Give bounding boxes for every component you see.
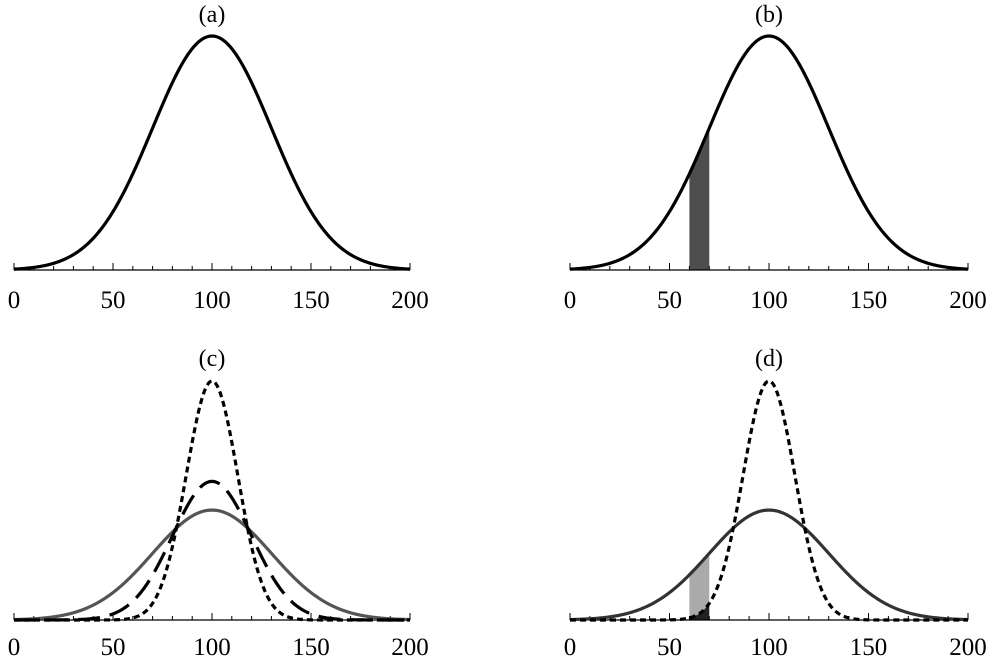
- panel-c-series-solid-line: [13, 508, 411, 622]
- panel-b-tick-label: 0: [564, 287, 577, 314]
- panel-b: 0 50 100 150 200 (b): [564, 2, 987, 314]
- panel-b-title: (b): [755, 2, 783, 28]
- panel-c-tick-label: 150: [292, 634, 330, 661]
- panel-d-series-solid-line: [569, 508, 969, 622]
- panel-a-tick-label: 150: [292, 287, 330, 314]
- panel-b-tick-label: 150: [850, 287, 888, 314]
- panel-a-tick-label: 100: [193, 287, 231, 314]
- panel-d-title: (d): [755, 346, 783, 372]
- panel-b-series-solid-line: [569, 34, 969, 271]
- panel-c-tick-label: 0: [8, 634, 21, 661]
- panel-d-tick-label: 150: [850, 634, 888, 661]
- panel-c-tick-label: 200: [391, 634, 429, 661]
- panel-a: 0 50 100 150 200 (a): [8, 2, 429, 314]
- panel-d-tick-label: 200: [949, 634, 987, 661]
- panel-d-tick-label: 0: [564, 634, 577, 661]
- panel-d-shaded-region-1: [689, 603, 710, 620]
- panel-a-tick-label: 50: [101, 287, 126, 314]
- panel-d-tick-label: 100: [750, 634, 788, 661]
- panel-b-tick-label: 200: [949, 287, 987, 314]
- panel-a-series-solid-line: [13, 34, 411, 271]
- panel-d-tick-label: 50: [657, 634, 682, 661]
- panel-a-tick-label: 0: [8, 287, 21, 314]
- panel-c-tick-label: 50: [101, 634, 126, 661]
- panel-c-series-dotted-line: [14, 379, 410, 622]
- panel-b-tick-label: 50: [657, 287, 682, 314]
- panel-d-shaded-region-0: [689, 553, 710, 618]
- panel-d-series-dotted-line: [570, 379, 968, 622]
- panel-c-title: (c): [199, 346, 226, 372]
- panel-c: 0 50 100 150 200 (c): [8, 346, 429, 661]
- panel-c-series-dashed-line: [14, 479, 410, 622]
- panel-a-tick-label: 200: [391, 287, 429, 314]
- panel-d: 0 50 100 150 200 (d): [564, 346, 987, 661]
- panel-a-title: (a): [199, 2, 226, 28]
- panel-b-tick-label: 100: [750, 287, 788, 314]
- panel-c-tick-label: 100: [193, 634, 231, 661]
